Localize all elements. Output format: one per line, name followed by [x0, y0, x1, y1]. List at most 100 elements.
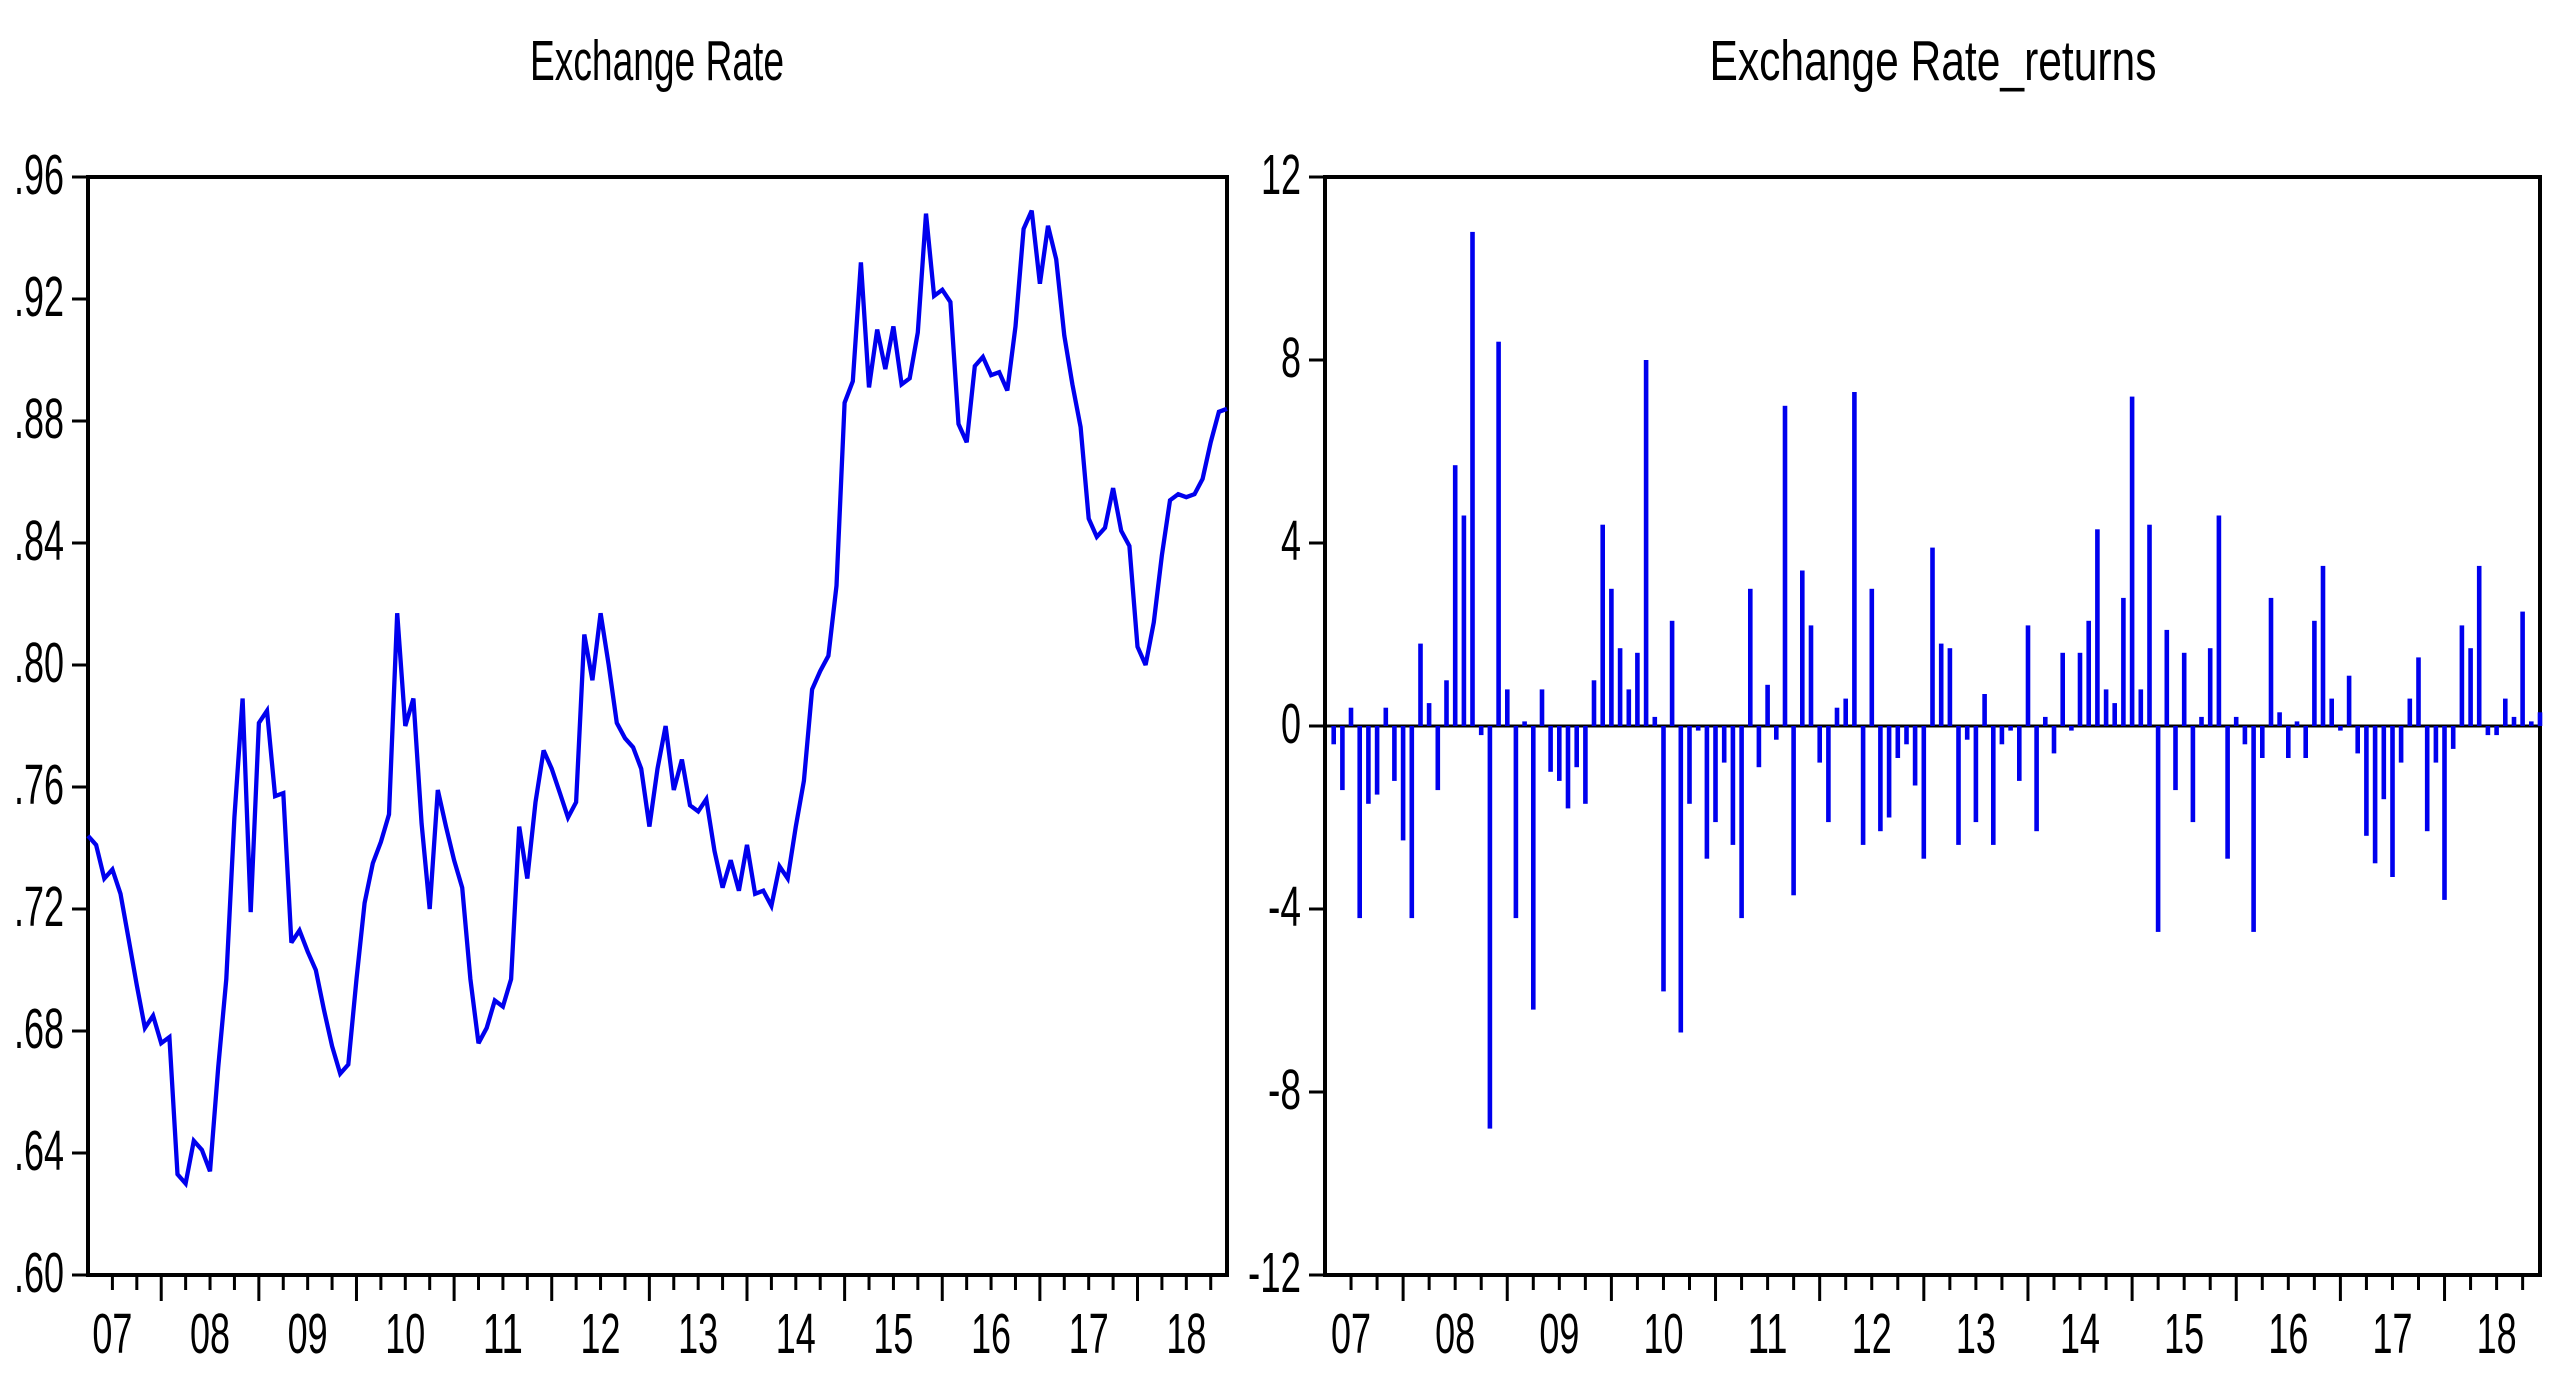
return-bar: [2129, 396, 2135, 726]
return-bar: [2017, 726, 2022, 781]
return-bar: [2207, 648, 2213, 726]
return-bar: [2190, 726, 2196, 823]
return-bar: [2112, 703, 2117, 726]
y-tick-label: .80: [14, 631, 64, 695]
x-tick-label: 10: [1643, 1302, 1683, 1366]
return-bar: [2242, 726, 2248, 745]
return-bar: [1452, 465, 1458, 726]
returns-chart-title: Exchange Rate_returns: [1710, 29, 2157, 93]
x-tick-label: 11: [483, 1302, 523, 1366]
return-bar: [2268, 597, 2274, 726]
x-tick-label: 12: [1852, 1302, 1892, 1366]
return-bar: [2346, 675, 2352, 726]
return-bar: [1487, 726, 1493, 1129]
return-bar: [1678, 726, 1684, 1033]
x-tick-label: 07: [92, 1302, 132, 1366]
y-tick-label: .68: [14, 997, 64, 1061]
return-bar: [2051, 726, 2057, 754]
y-tick-label: .92: [14, 265, 64, 329]
y-tick-label: 12: [1261, 143, 1301, 207]
return-bar: [1730, 726, 1736, 845]
return-bar: [2260, 726, 2265, 758]
x-tick-label: 18: [1166, 1302, 1206, 1366]
return-bar: [1478, 726, 1484, 736]
return-bar: [1635, 652, 1640, 726]
return-bar: [2468, 648, 2473, 726]
x-tick-label: 13: [678, 1302, 718, 1366]
return-bar: [1331, 726, 1336, 745]
y-tick-label: .60: [14, 1241, 64, 1305]
return-bar: [2320, 565, 2326, 726]
return-bar: [1938, 643, 1944, 726]
return-bar: [2329, 698, 2334, 726]
y-tick-label: .84: [14, 509, 64, 573]
return-bar: [1991, 726, 1996, 845]
return-bar: [1808, 625, 1814, 726]
return-bar: [2095, 529, 2100, 726]
return-bar: [1366, 726, 1371, 804]
return-bar: [1739, 726, 1744, 919]
return-bar: [2138, 689, 2144, 726]
return-bar: [2450, 726, 2456, 749]
return-bar: [2459, 625, 2465, 726]
return-bar: [2034, 726, 2039, 832]
x-tick-label: 17: [1069, 1302, 1109, 1366]
return-bar: [1843, 698, 1848, 726]
return-bar: [1348, 707, 1354, 726]
x-tick-label: 15: [873, 1302, 913, 1366]
x-tick-label: 09: [1539, 1302, 1579, 1366]
x-tick-label: 11: [1748, 1302, 1788, 1366]
return-bar: [1748, 588, 1753, 727]
return-bar: [1895, 726, 1901, 758]
return-bar: [2199, 716, 2204, 726]
return-bar: [2077, 652, 2083, 726]
return-bar: [2303, 726, 2308, 758]
return-bar: [2121, 597, 2126, 726]
return-bar: [1964, 726, 1970, 740]
return-bar: [2390, 726, 2395, 877]
return-bar: [1687, 726, 1692, 804]
return-bar: [1756, 726, 1762, 768]
return-bar: [2424, 726, 2430, 832]
return-bar: [1852, 392, 1857, 726]
return-bar: [2398, 726, 2404, 763]
return-bar: [1557, 726, 1562, 781]
x-tick-label: 07: [1331, 1302, 1371, 1366]
return-bar: [2286, 726, 2291, 758]
return-bar: [1496, 341, 1501, 726]
return-bar: [1826, 726, 1831, 823]
return-bar: [1921, 726, 1927, 859]
x-tick-label: 16: [971, 1302, 1011, 1366]
return-bar: [2372, 726, 2378, 864]
return-bar: [2494, 726, 2499, 736]
return-bar: [1878, 726, 1883, 832]
return-bar: [1982, 694, 1987, 726]
return-bar: [1600, 524, 1605, 726]
return-bar: [1374, 726, 1380, 795]
return-bar: [1834, 707, 1840, 726]
return-bar: [1418, 643, 1423, 726]
return-bar: [1800, 570, 1805, 726]
return-bar: [2164, 629, 2170, 726]
y-tick-label: .96: [14, 143, 64, 207]
return-bar: [1565, 726, 1571, 809]
return-bar: [1669, 620, 1675, 726]
return-bar: [1912, 726, 1918, 786]
return-bar: [1435, 726, 1441, 791]
return-bar: [1609, 588, 1614, 727]
return-bar: [1444, 680, 1449, 727]
return-bar: [2043, 716, 2048, 726]
return-bar: [1869, 588, 1875, 727]
return-bar: [1973, 726, 1979, 823]
return-bar: [2511, 716, 2517, 726]
return-bar: [1583, 726, 1588, 804]
return-bar: [2312, 620, 2317, 726]
return-bar: [1765, 684, 1770, 726]
y-tick-label: 4: [1281, 509, 1301, 573]
x-tick-label: 13: [1956, 1302, 1996, 1366]
return-bar: [2216, 515, 2222, 726]
return-bar: [2225, 726, 2230, 859]
return-bar: [2233, 716, 2239, 726]
